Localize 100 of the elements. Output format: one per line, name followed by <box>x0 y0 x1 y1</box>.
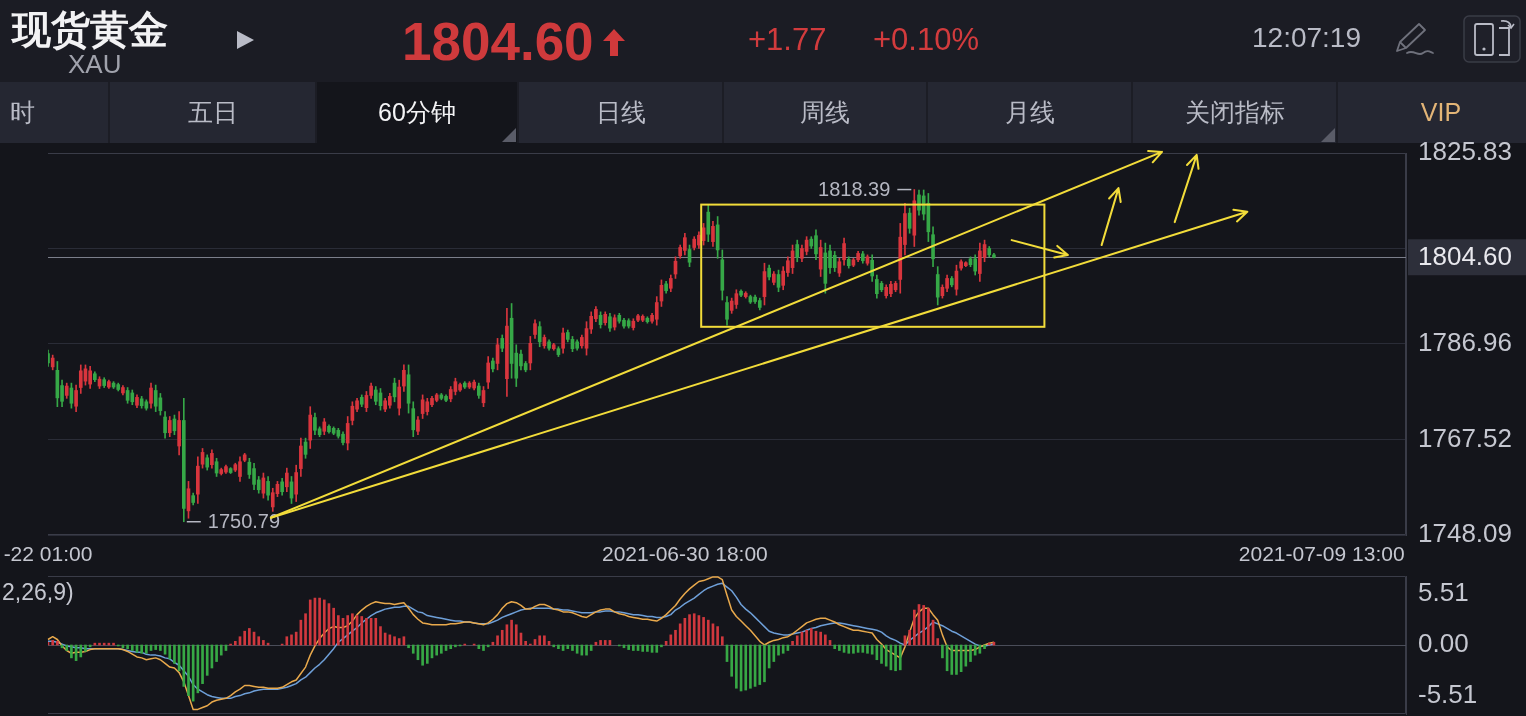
bar <box>632 644 635 651</box>
bar <box>758 644 762 685</box>
bar <box>941 644 944 659</box>
bar <box>936 638 940 646</box>
bar <box>898 644 902 671</box>
bar <box>950 644 954 675</box>
bar <box>337 615 340 646</box>
bar <box>285 636 289 646</box>
bar <box>880 644 883 664</box>
bar <box>603 640 607 646</box>
chart-title: 现货黄金 <box>12 8 168 51</box>
bar <box>154 644 158 650</box>
bar <box>290 634 293 646</box>
bar <box>421 644 424 666</box>
bar <box>51 640 55 646</box>
bar <box>627 644 630 650</box>
bar <box>411 644 415 654</box>
bar <box>678 623 682 646</box>
bar <box>735 644 738 689</box>
bar <box>833 644 837 650</box>
bar <box>308 599 312 646</box>
bar <box>809 628 813 646</box>
bar <box>257 636 261 646</box>
bar <box>824 634 827 646</box>
bar <box>674 629 677 646</box>
bar <box>248 628 251 646</box>
bar <box>407 644 410 649</box>
bar <box>706 619 710 646</box>
bar <box>585 644 588 656</box>
bar <box>557 644 560 650</box>
y-tick-label: -5.51 <box>1418 678 1478 709</box>
bar <box>233 640 237 646</box>
bar <box>599 640 602 646</box>
bar <box>571 644 574 651</box>
bar <box>130 644 134 651</box>
bar <box>730 644 734 677</box>
y-tick-label: 1825.83 <box>1418 136 1512 167</box>
y-tick-label: 1786.96 <box>1418 327 1512 358</box>
annotation: 1750.79 <box>207 510 281 533</box>
bar <box>866 644 869 654</box>
bar <box>65 644 69 651</box>
bar <box>969 644 972 662</box>
bar <box>346 615 350 646</box>
bar <box>514 624 518 646</box>
bar <box>262 640 265 646</box>
bar <box>173 644 176 664</box>
bar <box>973 644 977 656</box>
x-tick-label: 2021-06-30 18:00 <box>601 542 768 566</box>
bar <box>847 644 851 654</box>
bar <box>84 644 87 652</box>
bar <box>908 629 911 646</box>
bar <box>322 599 326 646</box>
bar <box>641 644 645 652</box>
bar <box>852 644 855 654</box>
bar <box>566 644 570 650</box>
bar <box>243 630 247 646</box>
bar <box>318 597 321 646</box>
bar <box>744 644 748 691</box>
bar <box>510 619 513 646</box>
bar <box>500 629 504 646</box>
bar <box>187 644 190 696</box>
bar <box>440 644 443 654</box>
bar <box>201 644 204 684</box>
bar <box>688 614 691 646</box>
bar <box>795 635 799 646</box>
bar <box>360 616 364 646</box>
bar <box>351 613 354 646</box>
bar <box>781 644 785 654</box>
bar <box>79 644 83 658</box>
bar <box>692 613 696 646</box>
bar <box>482 644 485 651</box>
text: 60分钟 <box>378 98 456 126</box>
bar <box>219 644 223 656</box>
text: 周线 <box>800 98 850 126</box>
bar <box>716 626 719 646</box>
bar <box>955 644 958 675</box>
bar <box>365 617 368 646</box>
y-tick-label: 1767.52 <box>1418 422 1512 453</box>
text: 月线 <box>1004 98 1055 126</box>
bar <box>749 644 752 689</box>
bar <box>720 636 724 646</box>
bar <box>589 644 593 651</box>
bar <box>294 631 298 646</box>
y-tick-label: 1748.09 <box>1418 518 1512 549</box>
annotation: 1818.39 <box>818 178 891 201</box>
text: +1.77 <box>748 22 827 57</box>
text: VIP <box>1420 98 1462 126</box>
bar <box>496 635 499 646</box>
bar <box>543 635 546 646</box>
bar <box>655 644 659 653</box>
bar <box>397 638 401 646</box>
bar <box>884 644 888 667</box>
bar <box>646 644 649 652</box>
bar <box>964 644 968 667</box>
bar <box>379 626 382 646</box>
bar <box>912 609 916 646</box>
bar <box>393 636 396 646</box>
bar <box>922 605 926 646</box>
text: 日线 <box>595 98 646 126</box>
y-tick-label: 0.00 <box>1418 628 1469 659</box>
